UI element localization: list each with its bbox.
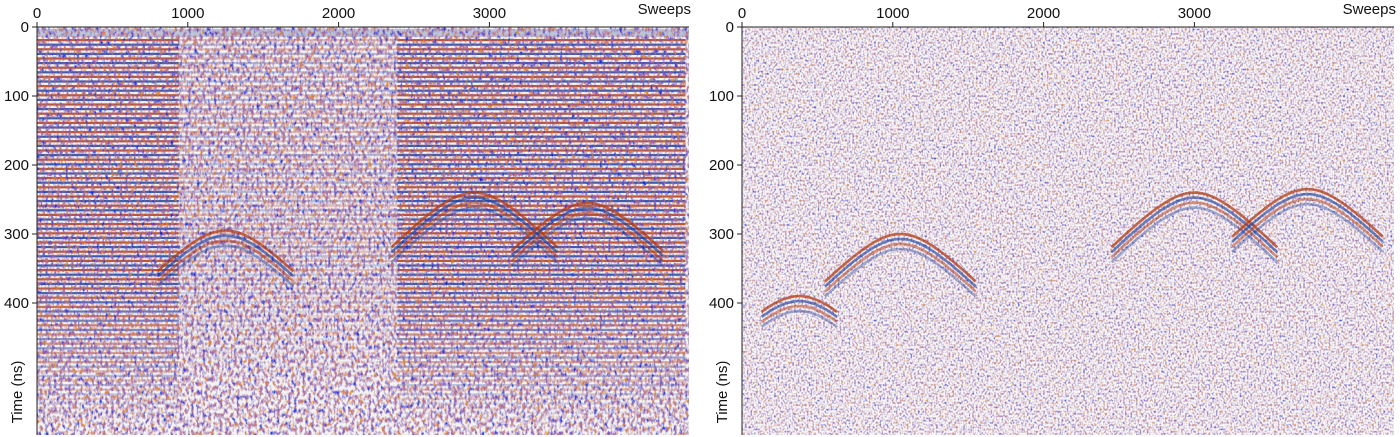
left-hyperbola-wavelet — [511, 216, 664, 267]
left-x-tick-label: 0 — [33, 5, 41, 22]
left-hyperbola-wavelet — [390, 206, 559, 264]
left-y-tick-label: 400 — [4, 295, 29, 312]
left-hyperbola-wavelet — [156, 234, 295, 278]
left-hyperbola-wavelet — [511, 211, 664, 262]
left-hyperbola-wavelet — [156, 244, 295, 288]
right-hyperbola-wavelet — [1231, 197, 1384, 248]
right-hyperbola-wavelet — [760, 309, 838, 328]
right-hyperbola-wavelet — [1231, 202, 1384, 253]
right-hyperbola-wavelet — [824, 232, 977, 283]
left-y-tick-label: 0 — [21, 19, 29, 36]
left-x-tick-label: 3000 — [473, 5, 506, 22]
left-y-tick-label: 300 — [4, 226, 29, 243]
right-y-axis-label: Time (ns) — [714, 361, 731, 424]
right-hyperbola-wavelet — [1110, 206, 1279, 264]
right-hyperbola-wavelet — [1231, 187, 1384, 238]
left-x-tick-label: 1000 — [171, 5, 204, 22]
right-hyperbola-wavelet — [824, 242, 977, 293]
left-hyperbola-wavelet — [511, 206, 664, 257]
right-x-tick-label: 1000 — [876, 5, 909, 22]
left-noise-overlay — [37, 27, 689, 435]
right-hyperbola-reflections — [760, 187, 1384, 328]
left-hyperbola-wavelet — [390, 191, 559, 249]
left-hyperbola-wavelet — [390, 196, 559, 254]
right-x-tick-label: 0 — [738, 5, 746, 22]
left-y-ticks: 0 100 200 300 400 — [4, 19, 37, 312]
right-noise-overlay — [742, 27, 1394, 435]
left-x-ticks: 0 1000 2000 3000 — [33, 5, 506, 27]
right-y-tick-label: 400 — [709, 295, 734, 312]
left-x-axis-label: Sweeps — [638, 1, 691, 18]
right-y-tick-label: 0 — [726, 19, 734, 36]
right-hyperbola-wavelet — [760, 304, 838, 323]
left-y-tick-label: 100 — [4, 88, 29, 105]
right-hyperbola-wavelet — [824, 247, 977, 298]
left-x-tick-label: 2000 — [322, 5, 355, 22]
left-radargram-panel: 0 1000 2000 3000 0 100 200 300 400 Sweeps Time … — [4, 1, 691, 435]
right-hyperbola-wavelet — [1231, 192, 1384, 243]
left-hyperbola-wavelet — [156, 239, 295, 283]
right-hyperbola-wavelet — [824, 237, 977, 288]
right-y-tick-label: 100 — [709, 88, 734, 105]
right-hyperbola-wavelet — [760, 299, 838, 318]
left-hyperbola-wavelet — [390, 201, 559, 259]
right-y-tick-label: 300 — [709, 226, 734, 243]
left-y-tick-label: 200 — [4, 157, 29, 174]
right-radargram-panel: 0 1000 2000 3000 0 100 200 300 400 Sweeps Time … — [709, 1, 1396, 435]
left-y-axis-label: Time (ns) — [9, 361, 26, 424]
right-y-tick-label: 200 — [709, 157, 734, 174]
right-hyperbola-wavelet — [760, 294, 838, 313]
right-x-ticks: 0 1000 2000 3000 — [738, 5, 1211, 27]
left-hyperbola-wavelet — [156, 229, 295, 273]
right-x-tick-label: 2000 — [1027, 5, 1060, 22]
right-y-ticks: 0 100 200 300 400 — [709, 19, 742, 312]
left-hyperbola-wavelet — [511, 201, 664, 252]
right-x-axis-label: Sweeps — [1343, 1, 1396, 18]
right-x-tick-label: 3000 — [1178, 5, 1211, 22]
left-hyperbola-reflections — [156, 191, 664, 288]
